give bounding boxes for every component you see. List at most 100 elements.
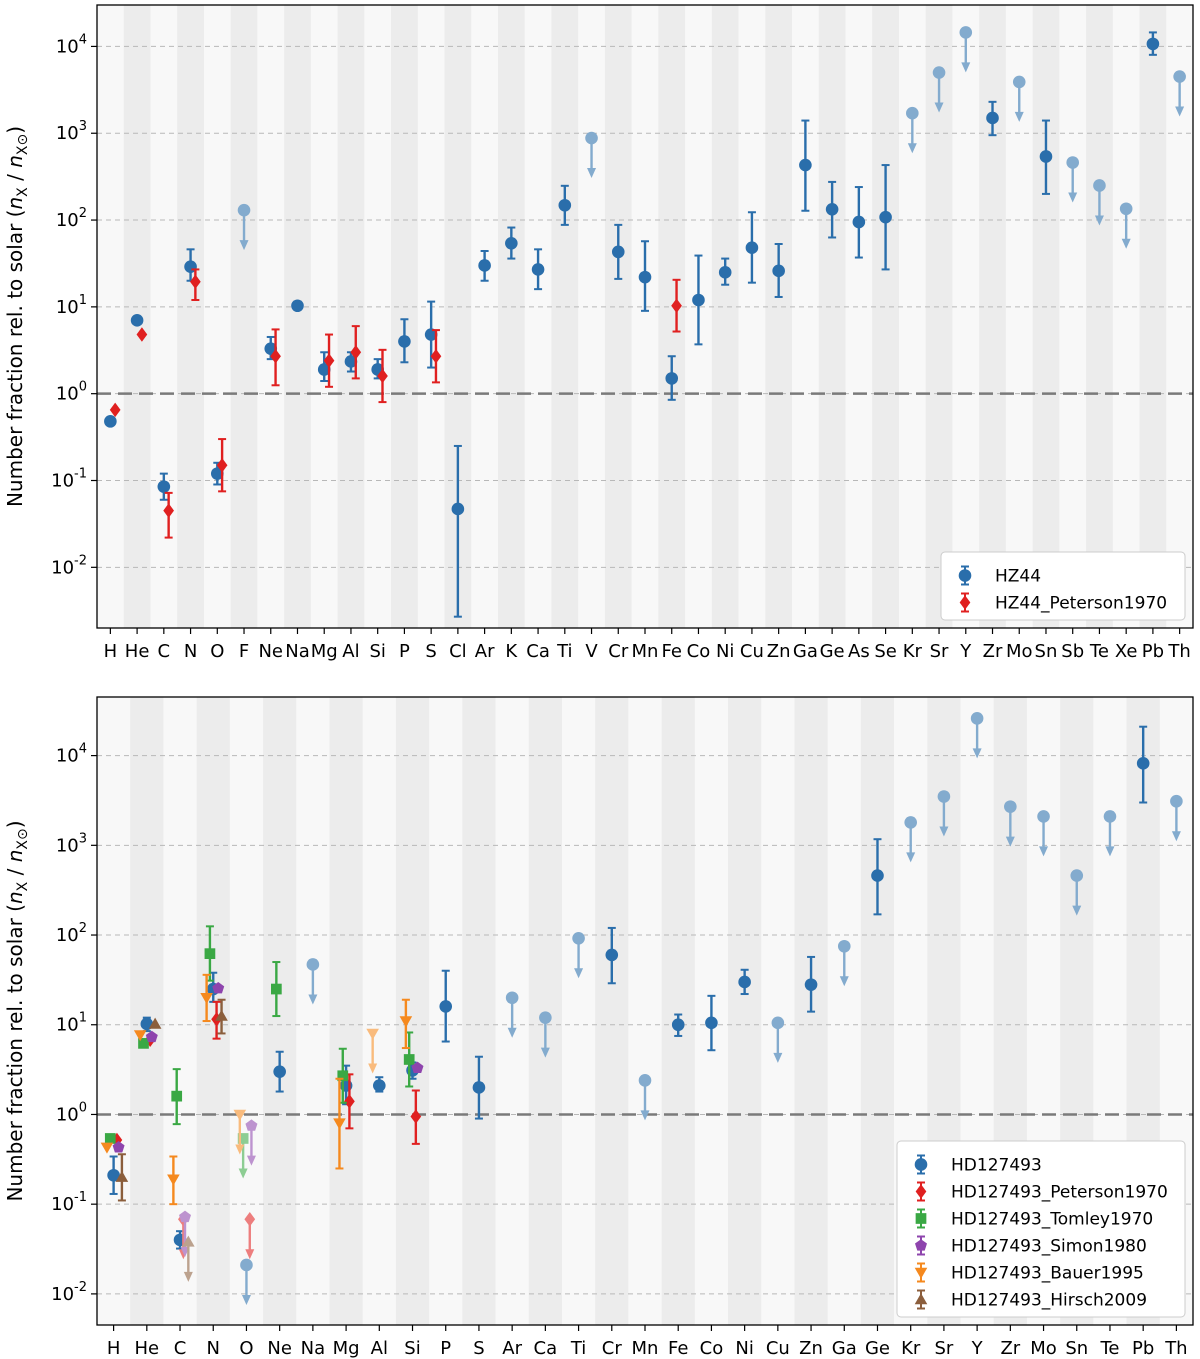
x-tick-label-Se: Se — [874, 641, 897, 662]
x-tick-label-Zr: Zr — [1000, 1338, 1020, 1359]
y-tick-exponent: -1 — [74, 1190, 87, 1205]
upper-limit-arrow-head — [939, 826, 949, 837]
upper-limit-marker-Ga — [837, 939, 851, 953]
column-band-Na — [296, 697, 330, 1325]
x-tick-label-Cl: Cl — [449, 641, 467, 662]
upper-limit-arrow-head — [235, 1144, 245, 1155]
marker-Al — [373, 1079, 386, 1092]
y-tick-label: 10-2 — [51, 1280, 87, 1305]
x-tick-label-Zn: Zn — [799, 1338, 823, 1359]
x-tick-label-Ga: Ga — [832, 1338, 857, 1359]
column-band-Si — [395, 697, 430, 1325]
y-tick-exponent: 4 — [79, 742, 87, 757]
y-tick-exponent: 0 — [79, 380, 87, 395]
marker-Cl — [451, 502, 465, 516]
upper-limit-arrow-head — [1039, 846, 1049, 857]
column-band-Zr — [979, 5, 1007, 628]
y-tick-label: 10-1 — [51, 467, 87, 492]
x-tick-label-F: F — [239, 641, 249, 662]
marker-Pb — [1136, 757, 1150, 770]
marker-Ti — [558, 198, 572, 212]
upper-limit-marker-Sr — [937, 790, 951, 803]
column-band-Cu — [738, 5, 766, 628]
legend-label-HZ44: HZ44 — [995, 567, 1041, 587]
upper-limit-arrow-head — [540, 1047, 550, 1058]
upper-limit-marker-Y — [970, 712, 984, 725]
marker-Si — [403, 1054, 415, 1065]
y-axis-label-part: Number fraction rel. to solar ( — [3, 904, 27, 1202]
y-tick-label: 10-1 — [51, 1190, 87, 1215]
marker-K — [505, 236, 518, 250]
y-tick-base: 10 — [56, 746, 79, 767]
upper-limit-marker-Sr — [932, 66, 946, 79]
column-band-V — [578, 5, 606, 628]
marker-He — [130, 314, 144, 327]
column-band-Ne — [263, 697, 297, 1325]
column-band-Ni — [728, 697, 762, 1325]
upper-limit-marker-Na — [306, 958, 320, 971]
x-tick-label-Y: Y — [959, 641, 972, 662]
column-band-Sn — [1032, 5, 1060, 628]
marker-Mn — [638, 270, 652, 284]
y-axis-label-part: n — [3, 197, 27, 210]
column-band-Ca — [528, 697, 563, 1325]
y-tick-exponent: 3 — [79, 119, 87, 134]
x-tick-label-Pb: Pb — [1142, 641, 1164, 662]
upper-limit-arrow-head — [972, 748, 982, 759]
column-band-F — [230, 5, 258, 628]
upper-limit-marker-Ar — [505, 991, 519, 1005]
x-tick-label-Cu: Cu — [740, 641, 764, 662]
upper-limit-arrow-head — [1105, 846, 1115, 857]
column-band-N — [196, 697, 231, 1325]
upper-limit-arrow-head — [1171, 831, 1181, 842]
legend-marker — [915, 1213, 927, 1224]
x-tick-label-Ge: Ge — [820, 641, 845, 662]
marker-N — [190, 274, 201, 289]
upper-limit-arrow-head — [587, 168, 597, 179]
marker-Ni — [738, 975, 751, 989]
y-tick-label: 102 — [56, 206, 87, 231]
marker-O — [216, 457, 228, 473]
y-tick-exponent: -2 — [74, 553, 87, 568]
x-tick-label-Si: Si — [404, 1338, 420, 1359]
x-tick-label-Sr: Sr — [934, 1338, 953, 1359]
legend-marker — [914, 1293, 928, 1305]
x-tick-label-P: P — [399, 641, 410, 662]
column-band-Zn — [765, 5, 793, 628]
marker-H — [109, 402, 121, 418]
x-tick-label-H: H — [104, 641, 118, 662]
legend-marker — [914, 1267, 928, 1279]
upper-limit-marker-Th — [1170, 794, 1183, 808]
upper-limit-arrow-head — [906, 852, 916, 863]
column-band-H — [97, 697, 131, 1325]
marker-Mg — [344, 1094, 355, 1109]
y-tick-base: 10 — [56, 384, 79, 405]
x-tick-label-Xe: Xe — [1115, 641, 1138, 662]
upper-limit-marker-Y — [959, 26, 973, 39]
legend-label-HD127493_Simon1980: HD127493_Simon1980 — [951, 1237, 1147, 1257]
marker-P — [398, 335, 411, 348]
marker-S — [430, 348, 442, 364]
x-tick-label-H: H — [107, 1338, 121, 1359]
marker-Co — [692, 293, 705, 307]
x-tick-label-Al: Al — [342, 641, 359, 662]
x-tick-label-Ca: Ca — [534, 1338, 558, 1359]
x-tick-label-Mo: Mo — [1006, 641, 1033, 662]
upper-limit-arrow-head — [934, 102, 944, 113]
upper-limit-arrow-head — [574, 968, 584, 979]
y-tick-base: 10 — [51, 1194, 74, 1215]
x-tick-label-N: N — [207, 1338, 220, 1359]
y-tick-label: 101 — [56, 293, 87, 318]
upper-limit-arrow-head — [773, 1052, 783, 1063]
y-tick-label: 104 — [56, 742, 87, 767]
marker-C — [171, 1090, 183, 1102]
marker-Na — [291, 299, 304, 313]
y-axis-label-part: ) — [3, 126, 27, 134]
x-tick-label-Kr: Kr — [901, 1338, 921, 1359]
marker-Cr — [611, 245, 625, 259]
marker-H — [107, 1168, 120, 1182]
marker-Ge — [871, 869, 884, 882]
column-band-K — [497, 5, 526, 628]
y-tick-base: 10 — [56, 1104, 79, 1125]
